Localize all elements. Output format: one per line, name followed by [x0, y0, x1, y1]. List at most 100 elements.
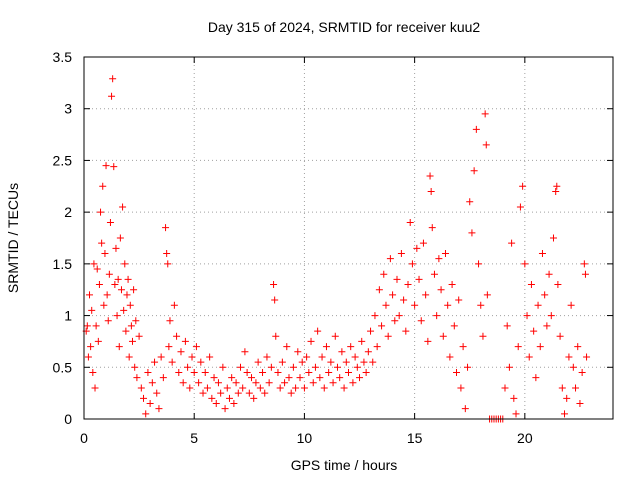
data-point	[281, 379, 289, 387]
data-point	[159, 374, 167, 382]
data-point	[252, 379, 260, 387]
data-point	[270, 281, 278, 289]
data-point	[510, 394, 518, 402]
data-point	[300, 384, 308, 392]
data-point	[265, 379, 273, 387]
data-point	[298, 358, 306, 366]
data-point	[459, 343, 467, 351]
data-point	[514, 343, 522, 351]
data-point	[153, 389, 161, 397]
data-point	[123, 291, 131, 299]
data-point	[523, 312, 531, 320]
data-point	[345, 368, 352, 376]
data-point	[287, 389, 295, 397]
data-point	[386, 255, 394, 263]
data-point	[424, 337, 432, 345]
data-point	[318, 353, 326, 361]
data-point	[192, 343, 200, 351]
data-point	[430, 270, 438, 278]
data-point	[217, 389, 225, 397]
data-point	[349, 379, 357, 387]
data-point	[165, 343, 173, 351]
data-point	[521, 260, 529, 268]
data-point	[415, 275, 423, 283]
data-point	[322, 343, 330, 351]
data-point	[119, 203, 127, 211]
data-point	[113, 312, 121, 320]
data-point	[228, 374, 236, 382]
data-point	[201, 368, 209, 376]
data-point	[428, 224, 436, 232]
data-point	[121, 260, 129, 268]
data-point	[457, 384, 465, 392]
data-point	[122, 327, 130, 335]
data-point	[574, 343, 582, 351]
data-point	[358, 337, 366, 345]
data-point	[116, 234, 124, 242]
data-point	[329, 379, 337, 387]
data-point	[120, 306, 128, 314]
data-point	[503, 322, 511, 330]
data-point	[111, 281, 119, 289]
x-axis-label: GPS time / hours	[291, 457, 398, 473]
data-point	[367, 327, 375, 335]
data-point	[470, 167, 478, 175]
data-point	[132, 317, 140, 325]
data-point	[314, 327, 322, 335]
data-point	[556, 332, 564, 340]
data-point	[105, 270, 113, 278]
data-point	[117, 286, 125, 294]
data-point	[320, 384, 328, 392]
data-point	[395, 312, 403, 320]
data-point	[479, 332, 487, 340]
data-point	[261, 389, 269, 397]
data-point	[148, 379, 156, 387]
data-point	[91, 384, 99, 392]
data-point	[112, 244, 120, 252]
chart-points	[82, 75, 591, 423]
x-tick-label: 0	[80, 430, 88, 446]
data-point	[406, 218, 414, 226]
data-point	[133, 374, 141, 382]
data-point	[104, 317, 112, 325]
y-tick-label: 0	[64, 411, 72, 427]
data-point	[140, 394, 148, 402]
data-point	[356, 374, 364, 382]
x-tick-label: 5	[190, 430, 198, 446]
data-point	[455, 296, 463, 304]
data-point	[278, 358, 286, 366]
data-point	[549, 234, 557, 242]
data-point	[435, 255, 443, 263]
data-point	[90, 260, 98, 268]
data-point	[437, 286, 445, 294]
data-point	[353, 363, 361, 371]
data-point	[534, 301, 542, 309]
data-point	[375, 286, 383, 294]
data-point	[92, 322, 100, 330]
data-point	[184, 363, 192, 371]
data-point	[130, 286, 138, 294]
data-point	[419, 239, 427, 247]
data-point	[234, 389, 242, 397]
y-tick-label: 0.5	[53, 359, 73, 375]
data-point	[162, 224, 170, 232]
data-point	[481, 110, 489, 118]
data-point	[402, 327, 410, 335]
data-point	[254, 358, 262, 366]
data-point	[146, 399, 154, 407]
data-point	[558, 384, 566, 392]
data-point	[259, 368, 267, 376]
data-point	[578, 368, 586, 376]
data-point	[576, 399, 584, 407]
data-point	[212, 399, 220, 407]
data-point	[338, 348, 346, 356]
data-point	[404, 281, 412, 289]
data-point	[103, 291, 111, 299]
data-point	[109, 75, 117, 83]
data-point	[263, 353, 271, 361]
data-point	[88, 306, 96, 314]
data-point	[93, 265, 101, 273]
data-point	[168, 358, 176, 366]
data-point	[541, 291, 549, 299]
data-point	[360, 358, 368, 366]
